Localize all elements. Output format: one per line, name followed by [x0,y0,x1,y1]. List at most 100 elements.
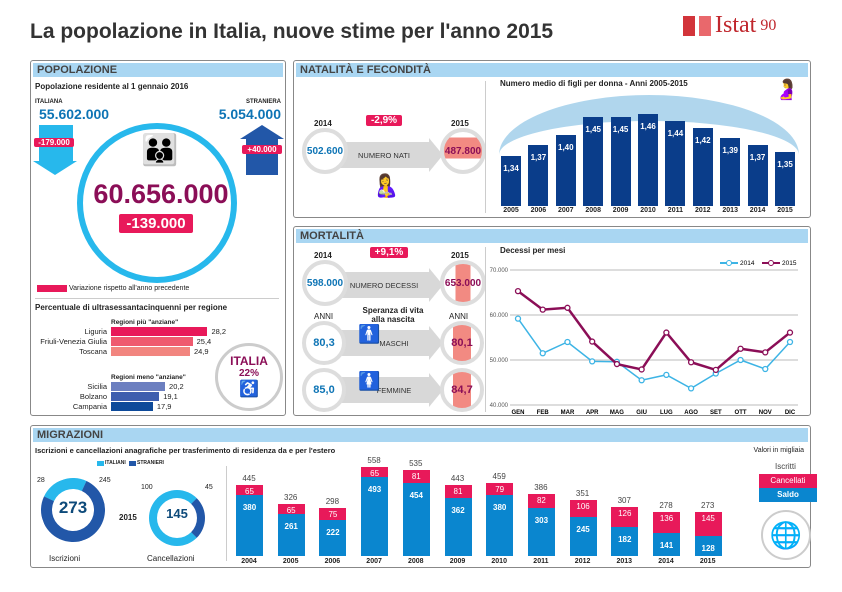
fertility-year-label: 2007 [558,207,574,214]
point-2015 [514,288,522,295]
region-value: 24,9 [193,347,209,356]
straniera-label: STRANIERA [245,99,281,105]
popolazione-header: POPOLAZIONE [33,63,283,77]
saldo-bar: 380 [486,495,514,556]
y-tick-label: 70.000 [490,268,509,274]
region-bar [111,382,166,391]
fertility-year-label: 2012 [695,207,711,214]
x-tick-label: GIU [636,410,647,415]
maschi-2014: 80,3 [313,337,335,349]
key-iscritti: Iscritti [775,462,796,471]
point-2014 [687,385,695,392]
cancellati-bar: 82 [527,494,555,508]
point-2014 [638,377,645,384]
nati-2014: 502.600 [306,145,344,157]
x-tick-label: MAG [610,410,624,415]
legend-label: 2015 [782,260,797,267]
cancellati-bar: 136 [653,511,680,534]
iscritti-total-label: 443 [450,474,465,484]
cancellati-bar: 81 [402,470,430,484]
saldo-bar: 182 [611,526,639,556]
migrazioni-subtitle: Iscrizioni e cancellazioni anagrafiche p… [35,446,336,455]
cancellazioni-donut [149,490,205,546]
globe-italy-icon: 🌐 [761,510,811,560]
italiani-legend: ITALIANI [105,460,126,466]
decessi-change: +9,1% [370,247,408,258]
fertility-bar: 1,37 [528,145,549,206]
fertility-bar: 1,37 [747,145,768,206]
saldo-bar: 141 [653,533,680,556]
point-2015 [737,345,744,352]
point-2015 [564,304,571,311]
x-tick-label: MAR [561,410,575,415]
legend-label: 2014 [740,260,755,267]
year-label: 2013 [616,558,633,565]
region-value: 17,9 [156,402,172,411]
italia-label: ITALIA [230,354,268,368]
year-label: 2007 [366,558,382,565]
point-2015 [712,366,719,374]
point-2014 [514,315,522,322]
point-2014 [539,350,546,357]
point-2014 [663,371,670,378]
saldo-bar: 261 [277,514,305,556]
iscrizioni-stranieri: 245 [99,477,111,484]
year-label: 2009 [449,558,466,565]
migrazioni-header: MIGRAZIONI [33,428,808,442]
femmine-arrow: FEMMINE [339,373,443,407]
iscritti-total-label: 535 [409,459,423,469]
region-bar [111,327,208,336]
y-tick-label: 60.000 [490,313,509,319]
population-ring [77,123,237,283]
year-2014: 2014 [314,251,332,260]
year-label: 2005 [282,558,299,565]
fertility-bar: 1,46 [638,113,658,206]
femmine-2015: 84,7 [451,384,473,396]
iscritti-total-label: 558 [367,455,381,465]
logo-text: Istat [715,12,757,38]
iscritti-total-label: 273 [701,501,715,511]
italia-badge: ITALIA 22% ♿ [215,343,283,411]
straniera-variation: +40.000 [242,145,282,154]
saldo-bar: 454 [402,483,430,556]
page-title: La popolazione in Italia, nuove stime pe… [30,20,554,43]
nati-change: -2,9% [366,115,402,126]
italiani-swatch [97,461,104,466]
stranieri-swatch [129,461,136,466]
cancellati-bar: 81 [444,485,472,499]
x-tick-label: NOV [759,410,772,415]
numero-nati-arrow: NUMERO NATI [339,138,443,172]
italiana-label: ITALIANA [35,99,63,105]
decessi-2015: 653.000 [444,277,482,289]
cancellazioni-total: 145 [166,506,188,521]
italia-value: 22% [238,368,259,379]
year-2015: 2015 [451,119,469,128]
region-value: 19,1 [163,392,178,401]
legend-swatch [37,285,67,292]
fertility-year-label: 2005 [503,207,519,214]
point-2015 [687,359,695,366]
point-2015 [663,329,670,336]
point-2015 [762,349,769,356]
saldo-bar: 380 [236,495,263,556]
fertility-year-label: 2009 [612,207,629,214]
region-value: 28,2 [211,327,227,336]
fertility-bar: 1,45 [583,117,604,206]
region-bar [111,347,190,356]
cancellati-bar: 145 [694,512,722,536]
maschi-2014-circle: 80,3 [302,321,346,365]
cancellazioni-stranieri: 45 [205,484,213,491]
iscritti-total-label: 307 [617,495,631,505]
popolazione-subtitle: Popolazione residente al 1 gennaio 2016 [35,82,189,91]
femmine-2015-circle: 84,7 [440,368,484,412]
point-2014 [737,356,744,364]
year-label: 2014 [658,558,674,565]
divider [485,247,486,412]
iscritti-total-label: 351 [575,488,590,498]
legend-text: Variazione rispetto all'anno precedente [69,285,190,292]
y-tick-label: 50.000 [490,358,509,364]
italiana-value: 55.602.000 [39,106,110,122]
region-value: 25,4 [196,337,212,346]
year-2014: 2014 [314,119,332,128]
iscrizioni-label: Iscrizioni [49,554,81,563]
